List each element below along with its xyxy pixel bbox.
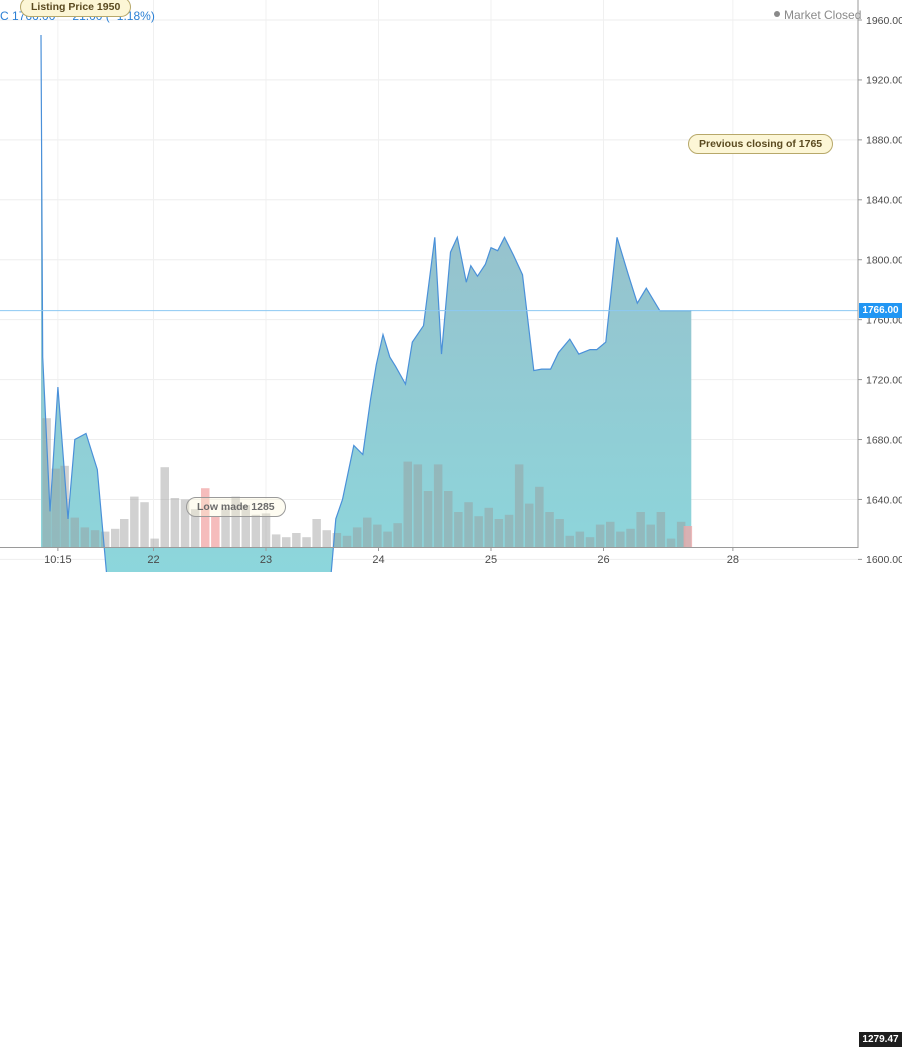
y-tick-label: 1720.00 [866, 374, 902, 386]
volume-bar [373, 524, 382, 547]
y-tick-label: 1640.00 [866, 494, 902, 506]
market-status: Market Closed [774, 8, 861, 22]
symbol-label: C [0, 9, 9, 23]
volume-bar [140, 502, 149, 547]
market-status-label: Market Closed [784, 8, 862, 22]
volume-bar [201, 488, 210, 547]
volume-bars [42, 418, 693, 547]
x-tick-label: 26 [597, 554, 609, 566]
volume-bar [342, 535, 352, 547]
volume-bar [683, 526, 693, 547]
volume-bar [494, 519, 504, 547]
price-chart[interactable]: 1320.001360.001400.001440.001480.001520.… [0, 0, 902, 572]
y-tick-label: 1800.00 [866, 255, 902, 267]
volume-bar [666, 538, 676, 547]
volume-bar [170, 498, 180, 547]
x-tick-label: 23 [260, 554, 272, 566]
volume-bar [545, 512, 554, 547]
y-tick-label: 1880.00 [866, 135, 902, 147]
volume-bar [484, 507, 493, 547]
volume-bar [363, 517, 372, 547]
low-annotation[interactable]: Low made 1285 [186, 497, 286, 517]
volume-bar [100, 531, 110, 547]
volume-bar [555, 519, 564, 547]
volume-bar [130, 496, 139, 547]
volume-bar [413, 464, 423, 547]
previous-close-annotation[interactable]: Previous closing of 1765 [688, 134, 834, 154]
volume-bar [535, 486, 544, 547]
price-line [40, 34, 692, 572]
volume-bar [464, 502, 473, 547]
volume-bar [646, 524, 655, 547]
x-tick-label: 24 [372, 554, 384, 566]
x-tick-label: 10:15 [44, 554, 72, 566]
volume-bar [120, 519, 129, 547]
volume-bar [393, 523, 402, 547]
volume-bar [636, 512, 645, 547]
volume-bar [312, 519, 321, 547]
status-dot-icon [774, 11, 780, 17]
volume-bar [474, 516, 483, 547]
volume-bar [150, 538, 159, 547]
volume-bar [251, 514, 261, 547]
listing-price-annotation[interactable]: Listing Price 1950 [20, 0, 132, 17]
volume-bar [231, 496, 240, 547]
volume-bar [514, 464, 524, 547]
price-line-layer [40, 34, 692, 572]
x-tick-label: 22 [147, 554, 159, 566]
volume-bar [70, 517, 79, 547]
y-tick-label: 1960.00 [866, 15, 902, 27]
volume-bar [302, 537, 311, 547]
volume-bar [383, 531, 392, 547]
x-tick-label: 28 [727, 554, 739, 566]
volume-bar [656, 512, 666, 547]
volume-bar [180, 499, 190, 547]
volume-bar [51, 468, 60, 547]
volume-bar [271, 534, 281, 547]
volume-bar [626, 528, 635, 547]
volume-bar [616, 531, 625, 547]
volume-bar [595, 524, 605, 547]
volume-bar [80, 527, 90, 547]
volume-bar [585, 537, 595, 547]
reference-lines [0, 310, 858, 312]
volume-bar [332, 533, 342, 547]
volume-bar [160, 467, 169, 547]
volume-bar [322, 530, 331, 547]
x-axis-ticks: 10:15 22 23 24 25 26 28 [44, 547, 739, 566]
volume-bar [190, 509, 200, 547]
volume-bar [565, 535, 574, 547]
x-tick-label: 25 [485, 554, 497, 566]
volume-bar [504, 514, 514, 547]
volume-bar [352, 527, 362, 547]
y-tick-label: 1680.00 [866, 434, 902, 446]
volume-bar [454, 512, 463, 547]
volume-bar [42, 418, 51, 547]
last-price-tag: 1766.00 [859, 303, 902, 319]
price-area-fill [41, 35, 692, 572]
volume-bar [606, 521, 615, 547]
volume-bar [676, 521, 686, 547]
volume-bar [282, 537, 291, 547]
y-tick-label: 1920.00 [866, 75, 902, 87]
volume-bar [525, 503, 534, 547]
y-tick-label: 1600.00 [866, 554, 902, 566]
volume-bar [444, 491, 453, 547]
volume-bar [221, 507, 230, 547]
volume-bar [111, 528, 120, 547]
volume-bar [575, 531, 585, 547]
volume-bar [261, 513, 271, 547]
volume-bar [433, 464, 443, 547]
volume-bar [292, 533, 301, 547]
volume-bar [423, 491, 433, 547]
volume-bar [60, 465, 69, 547]
volume-bar [241, 505, 250, 547]
volume-bar [211, 516, 220, 547]
low-price-tag: 1279.47 [859, 1032, 902, 1047]
volume-bar [90, 530, 100, 547]
price-area [41, 35, 692, 572]
volume-bar [403, 461, 412, 547]
y-axis-ticks: 1320.001360.001400.001440.001480.001520.… [858, 15, 902, 566]
y-tick-label: 1840.00 [866, 195, 902, 207]
